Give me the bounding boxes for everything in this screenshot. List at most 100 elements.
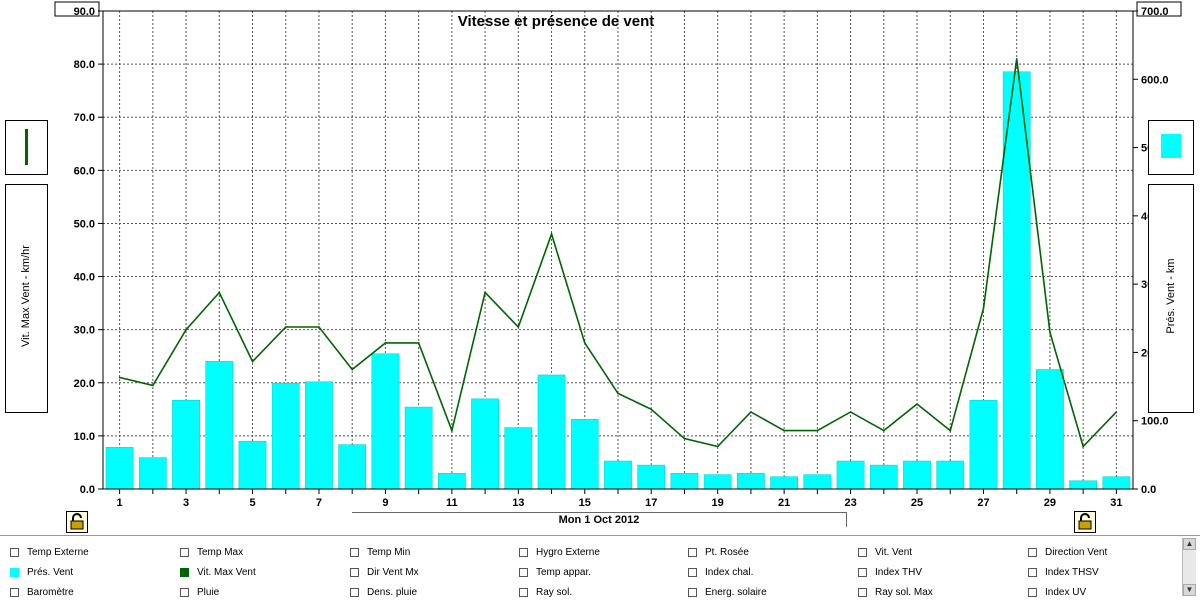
bar-pres-vent (1002, 71, 1031, 490)
arrow-up-icon[interactable]: ▲ (1183, 538, 1196, 550)
legend-item[interactable]: Direction Vent (1028, 544, 1107, 560)
legend-item[interactable]: Vit. Max Vent (180, 564, 256, 580)
right-axis-label-box: Prés. Vent - km (1148, 184, 1194, 413)
left-axis-tick-label: 70.0 (74, 112, 95, 124)
right-series-swatch-box[interactable] (1148, 120, 1194, 175)
point-vit-max-vent (351, 368, 353, 371)
bar-pres-vent (903, 460, 931, 490)
bar-pres-vent (836, 460, 865, 490)
legend-checkbox[interactable] (519, 547, 528, 557)
legend-item[interactable]: Index chal. (688, 564, 753, 580)
legend-checkbox[interactable] (688, 547, 697, 557)
legend-item[interactable]: Prés. Vent (10, 564, 73, 580)
bar-pres-vent (338, 444, 367, 490)
legend-item[interactable]: Temp appar. (519, 564, 591, 580)
point-vit-max-vent (783, 429, 785, 432)
legend-checkbox[interactable] (688, 587, 697, 597)
point-vit-max-vent (451, 429, 453, 432)
series-legend: Temp Externe Temp Max Temp Min Hygro Extern… (0, 535, 1200, 601)
point-vit-max-vent (284, 326, 287, 328)
legend-label: Index chal. (705, 566, 754, 578)
legend-checkbox[interactable] (10, 547, 19, 557)
legend-checkbox[interactable] (519, 587, 528, 597)
x-axis-tick-label: 11 (446, 497, 458, 509)
legend-item[interactable]: Vit. Vent (858, 544, 912, 560)
legend-item[interactable]: Index THV (858, 564, 922, 580)
bar-pres-vent (869, 464, 898, 490)
legend-checkbox[interactable] (688, 567, 697, 577)
legend-item[interactable]: Ray sol. Max (858, 584, 933, 600)
x-axis-tick-label: 25 (911, 497, 923, 509)
bar-pres-vent (437, 473, 466, 490)
legend-checkbox[interactable] (10, 587, 19, 597)
padlock-icon[interactable] (66, 511, 88, 533)
point-vit-max-vent (550, 233, 553, 235)
legend-checkbox[interactable] (350, 567, 359, 577)
legend-item[interactable]: Temp Externe (10, 544, 89, 560)
x-axis-tick-label: 27 (977, 497, 989, 509)
legend-checkbox[interactable] (858, 587, 867, 597)
legend-item[interactable]: Dens. pluie (350, 584, 417, 600)
left-axis-tick-label: 0.0 (80, 484, 95, 496)
bar-pres-vent (172, 399, 200, 490)
right-axis-top-box (1136, 1, 1182, 17)
legend-checkbox[interactable] (350, 547, 359, 557)
point-vit-max-vent (417, 342, 420, 344)
left-series-swatch-box[interactable] (5, 120, 48, 175)
bar-pres-vent (537, 374, 566, 490)
left-axis-tick-label: 90.0 (74, 6, 95, 18)
legend-item[interactable]: Pt. Rosée (688, 544, 749, 560)
x-axis-tick-label: 17 (645, 497, 657, 509)
legend-item[interactable]: Temp Min (350, 544, 410, 560)
left-axis-tick-label: 60.0 (74, 165, 95, 177)
legend-item[interactable]: Ray sol. (519, 584, 572, 600)
legend-checkbox[interactable] (519, 567, 528, 577)
bar-pres-vent (1069, 480, 1098, 490)
legend-checkbox[interactable] (180, 587, 189, 597)
legend-checkbox[interactable] (1028, 587, 1037, 597)
bar-layer (105, 71, 1131, 490)
x-axis-tick-label: 31 (1110, 497, 1122, 509)
legend-item[interactable]: Baromètre (10, 584, 74, 600)
bar-pres-vent (471, 398, 499, 490)
legend-checkbox[interactable] (180, 547, 189, 557)
legend-checkbox[interactable] (350, 587, 359, 597)
right-axis-title: Prés. Vent - km (1165, 258, 1177, 334)
point-vit-max-vent (152, 384, 154, 387)
arrow-down-icon[interactable]: ▼ (1183, 584, 1196, 596)
legend-checkbox[interactable] (858, 547, 867, 557)
legend-checkbox[interactable] (180, 567, 189, 577)
padlock-icon[interactable] (1074, 511, 1096, 533)
legend-item[interactable]: Index UV (1028, 584, 1086, 600)
legend-label: Dens. pluie (367, 586, 418, 598)
legend-label: Temp appar. (536, 566, 592, 578)
left-axis-top-box (54, 1, 100, 17)
bar-pres-vent (138, 457, 167, 490)
legend-label: Baromètre (27, 586, 74, 598)
left-axis-tick-label: 30.0 (74, 325, 95, 337)
bar-pres-vent (271, 382, 300, 490)
legend-checkbox[interactable] (10, 567, 19, 577)
date-range-bar[interactable]: Mon 1 Oct 2012 (352, 512, 847, 527)
legend-item[interactable]: Hygro Externe (519, 544, 600, 560)
x-axis-tick-label: 5 (249, 497, 255, 509)
plot-frame (102, 10, 1134, 490)
point-vit-max-vent (949, 429, 952, 432)
point-vit-max-vent (916, 403, 918, 405)
bar-pres-vent (637, 464, 666, 490)
legend-item[interactable]: Temp Max (180, 544, 243, 560)
legend-label: Index UV (1045, 586, 1087, 598)
legend-item[interactable]: Pluie (180, 584, 219, 600)
point-vit-max-vent (1082, 445, 1084, 448)
legend-scrollbar[interactable]: ▲ ▼ (1182, 538, 1196, 596)
legend-item[interactable]: Index THSV (1028, 564, 1099, 580)
point-vit-max-vent (118, 376, 121, 379)
bar-pres-vent (703, 474, 732, 490)
date-label: Mon 1 Oct 2012 (558, 514, 640, 526)
legend-checkbox[interactable] (1028, 567, 1037, 577)
legend-checkbox[interactable] (858, 567, 867, 577)
legend-checkbox[interactable] (1028, 547, 1037, 557)
legend-item[interactable]: Dir Vent Mx (350, 564, 419, 580)
legend-item[interactable]: Energ. solaire (688, 584, 767, 600)
x-axis-tick-label: 1 (117, 497, 123, 509)
